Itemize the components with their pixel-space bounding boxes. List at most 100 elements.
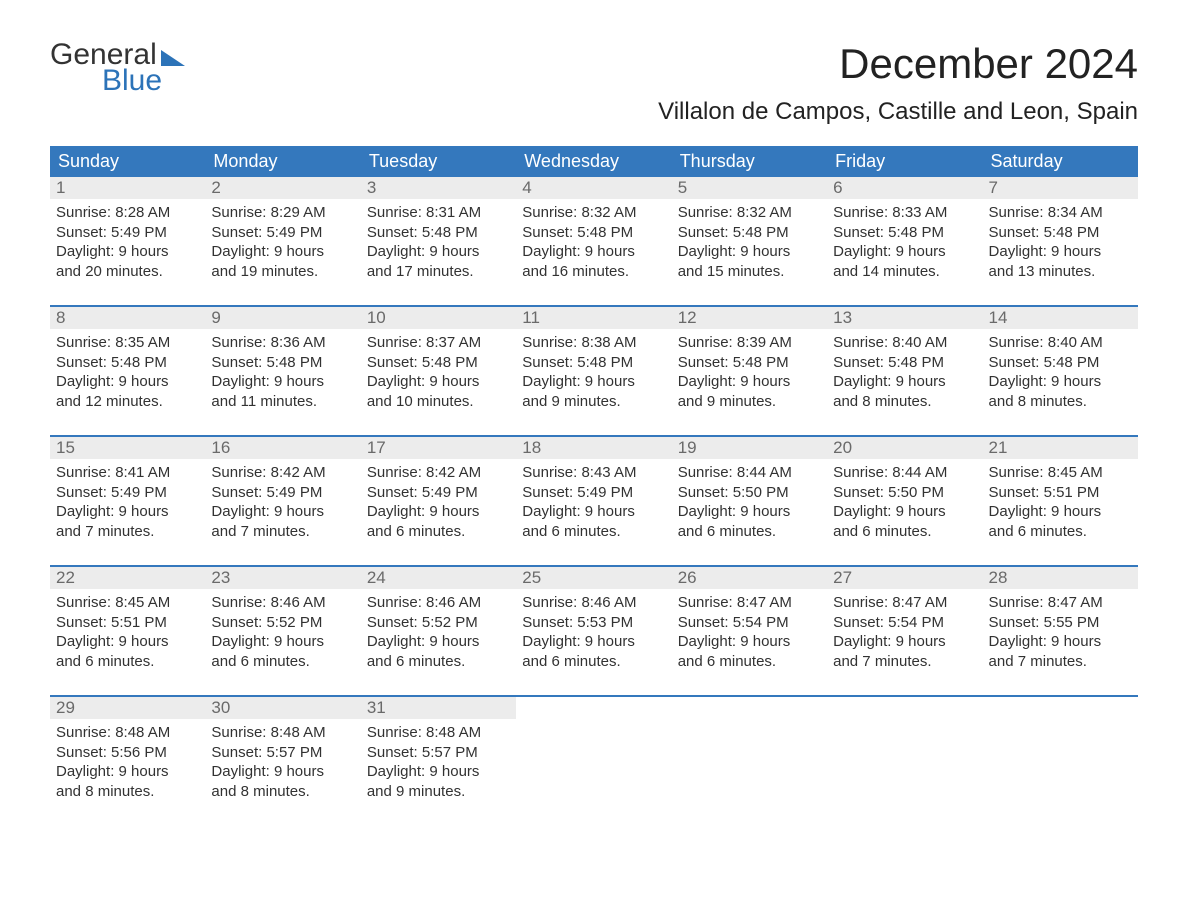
day-number: 13 xyxy=(827,307,982,329)
day-d2: and 17 minutes. xyxy=(367,262,510,282)
day-sunset: Sunset: 5:49 PM xyxy=(211,223,354,243)
day-sunset: Sunset: 5:48 PM xyxy=(989,223,1132,243)
calendar-day: 1Sunrise: 8:28 AMSunset: 5:49 PMDaylight… xyxy=(50,177,205,289)
day-sunrise: Sunrise: 8:31 AM xyxy=(367,203,510,223)
day-sunset: Sunset: 5:49 PM xyxy=(211,483,354,503)
day-number: 17 xyxy=(361,437,516,459)
day-sunset: Sunset: 5:49 PM xyxy=(522,483,665,503)
day-d2: and 9 minutes. xyxy=(678,392,821,412)
day-sunrise: Sunrise: 8:36 AM xyxy=(211,333,354,353)
day-sunrise: Sunrise: 8:48 AM xyxy=(56,723,199,743)
day-sunset: Sunset: 5:54 PM xyxy=(678,613,821,633)
calendar-day: 31Sunrise: 8:48 AMSunset: 5:57 PMDayligh… xyxy=(361,697,516,809)
day-body: Sunrise: 8:47 AMSunset: 5:54 PMDaylight:… xyxy=(672,589,827,677)
day-sunrise: Sunrise: 8:44 AM xyxy=(678,463,821,483)
day-d2: and 6 minutes. xyxy=(56,652,199,672)
day-sunrise: Sunrise: 8:29 AM xyxy=(211,203,354,223)
day-sunset: Sunset: 5:48 PM xyxy=(833,353,976,373)
day-d1: Daylight: 9 hours xyxy=(56,372,199,392)
day-sunrise: Sunrise: 8:47 AM xyxy=(833,593,976,613)
day-sunrise: Sunrise: 8:46 AM xyxy=(367,593,510,613)
day-d1: Daylight: 9 hours xyxy=(211,762,354,782)
day-sunrise: Sunrise: 8:33 AM xyxy=(833,203,976,223)
day-number: 26 xyxy=(672,567,827,589)
day-d1: Daylight: 9 hours xyxy=(56,502,199,522)
day-d1: Daylight: 9 hours xyxy=(56,632,199,652)
day-d1: Daylight: 9 hours xyxy=(833,242,976,262)
day-d2: and 7 minutes. xyxy=(989,652,1132,672)
day-body: Sunrise: 8:42 AMSunset: 5:49 PMDaylight:… xyxy=(205,459,360,547)
day-sunrise: Sunrise: 8:44 AM xyxy=(833,463,976,483)
day-d1: Daylight: 9 hours xyxy=(211,372,354,392)
day-d2: and 16 minutes. xyxy=(522,262,665,282)
calendar-day: 27Sunrise: 8:47 AMSunset: 5:54 PMDayligh… xyxy=(827,567,982,679)
day-sunrise: Sunrise: 8:48 AM xyxy=(367,723,510,743)
calendar-day: 6Sunrise: 8:33 AMSunset: 5:48 PMDaylight… xyxy=(827,177,982,289)
day-d2: and 11 minutes. xyxy=(211,392,354,412)
day-d2: and 7 minutes. xyxy=(211,522,354,542)
day-d2: and 6 minutes. xyxy=(833,522,976,542)
day-sunset: Sunset: 5:52 PM xyxy=(211,613,354,633)
day-sunset: Sunset: 5:49 PM xyxy=(56,483,199,503)
day-sunrise: Sunrise: 8:43 AM xyxy=(522,463,665,483)
day-sunrise: Sunrise: 8:48 AM xyxy=(211,723,354,743)
day-body: Sunrise: 8:34 AMSunset: 5:48 PMDaylight:… xyxy=(983,199,1138,287)
day-sunset: Sunset: 5:48 PM xyxy=(678,353,821,373)
day-d1: Daylight: 9 hours xyxy=(989,502,1132,522)
day-sunrise: Sunrise: 8:45 AM xyxy=(56,593,199,613)
day-d1: Daylight: 9 hours xyxy=(367,762,510,782)
day-number: 11 xyxy=(516,307,671,329)
day-number: 18 xyxy=(516,437,671,459)
calendar-day: 11Sunrise: 8:38 AMSunset: 5:48 PMDayligh… xyxy=(516,307,671,419)
day-d1: Daylight: 9 hours xyxy=(56,242,199,262)
calendar-day: 25Sunrise: 8:46 AMSunset: 5:53 PMDayligh… xyxy=(516,567,671,679)
day-body: Sunrise: 8:39 AMSunset: 5:48 PMDaylight:… xyxy=(672,329,827,417)
day-sunrise: Sunrise: 8:28 AM xyxy=(56,203,199,223)
calendar-day: 8Sunrise: 8:35 AMSunset: 5:48 PMDaylight… xyxy=(50,307,205,419)
day-sunrise: Sunrise: 8:40 AM xyxy=(989,333,1132,353)
day-sunset: Sunset: 5:53 PM xyxy=(522,613,665,633)
day-number: 7 xyxy=(983,177,1138,199)
day-d2: and 15 minutes. xyxy=(678,262,821,282)
logo-word-blue: Blue xyxy=(50,66,185,96)
day-d1: Daylight: 9 hours xyxy=(678,502,821,522)
calendar-day: 30Sunrise: 8:48 AMSunset: 5:57 PMDayligh… xyxy=(205,697,360,809)
day-number: 6 xyxy=(827,177,982,199)
weekday-header: Sunday xyxy=(50,146,205,177)
day-body: Sunrise: 8:47 AMSunset: 5:55 PMDaylight:… xyxy=(983,589,1138,677)
day-d2: and 6 minutes. xyxy=(989,522,1132,542)
day-body: Sunrise: 8:45 AMSunset: 5:51 PMDaylight:… xyxy=(983,459,1138,547)
day-number: 24 xyxy=(361,567,516,589)
day-body: Sunrise: 8:48 AMSunset: 5:57 PMDaylight:… xyxy=(361,719,516,807)
day-sunrise: Sunrise: 8:41 AM xyxy=(56,463,199,483)
day-number: 23 xyxy=(205,567,360,589)
day-d1: Daylight: 9 hours xyxy=(833,632,976,652)
day-body: Sunrise: 8:44 AMSunset: 5:50 PMDaylight:… xyxy=(827,459,982,547)
day-d2: and 13 minutes. xyxy=(989,262,1132,282)
day-d2: and 6 minutes. xyxy=(678,652,821,672)
day-d2: and 6 minutes. xyxy=(367,652,510,672)
day-body: Sunrise: 8:37 AMSunset: 5:48 PMDaylight:… xyxy=(361,329,516,417)
day-sunset: Sunset: 5:50 PM xyxy=(678,483,821,503)
day-sunset: Sunset: 5:50 PM xyxy=(833,483,976,503)
day-sunrise: Sunrise: 8:38 AM xyxy=(522,333,665,353)
day-number: 1 xyxy=(50,177,205,199)
calendar-day xyxy=(983,697,1138,809)
day-d1: Daylight: 9 hours xyxy=(367,502,510,522)
day-d1: Daylight: 9 hours xyxy=(989,242,1132,262)
day-body: Sunrise: 8:46 AMSunset: 5:52 PMDaylight:… xyxy=(205,589,360,677)
day-number: 22 xyxy=(50,567,205,589)
calendar-day: 17Sunrise: 8:42 AMSunset: 5:49 PMDayligh… xyxy=(361,437,516,549)
calendar-day: 10Sunrise: 8:37 AMSunset: 5:48 PMDayligh… xyxy=(361,307,516,419)
calendar-day: 18Sunrise: 8:43 AMSunset: 5:49 PMDayligh… xyxy=(516,437,671,549)
calendar: Sunday Monday Tuesday Wednesday Thursday… xyxy=(50,146,1138,809)
calendar-day: 15Sunrise: 8:41 AMSunset: 5:49 PMDayligh… xyxy=(50,437,205,549)
day-d2: and 20 minutes. xyxy=(56,262,199,282)
calendar-day: 23Sunrise: 8:46 AMSunset: 5:52 PMDayligh… xyxy=(205,567,360,679)
day-sunset: Sunset: 5:48 PM xyxy=(367,353,510,373)
location-text: Villalon de Campos, Castille and Leon, S… xyxy=(658,98,1138,126)
day-sunrise: Sunrise: 8:32 AM xyxy=(678,203,821,223)
day-body: Sunrise: 8:46 AMSunset: 5:53 PMDaylight:… xyxy=(516,589,671,677)
day-number: 21 xyxy=(983,437,1138,459)
day-number: 5 xyxy=(672,177,827,199)
